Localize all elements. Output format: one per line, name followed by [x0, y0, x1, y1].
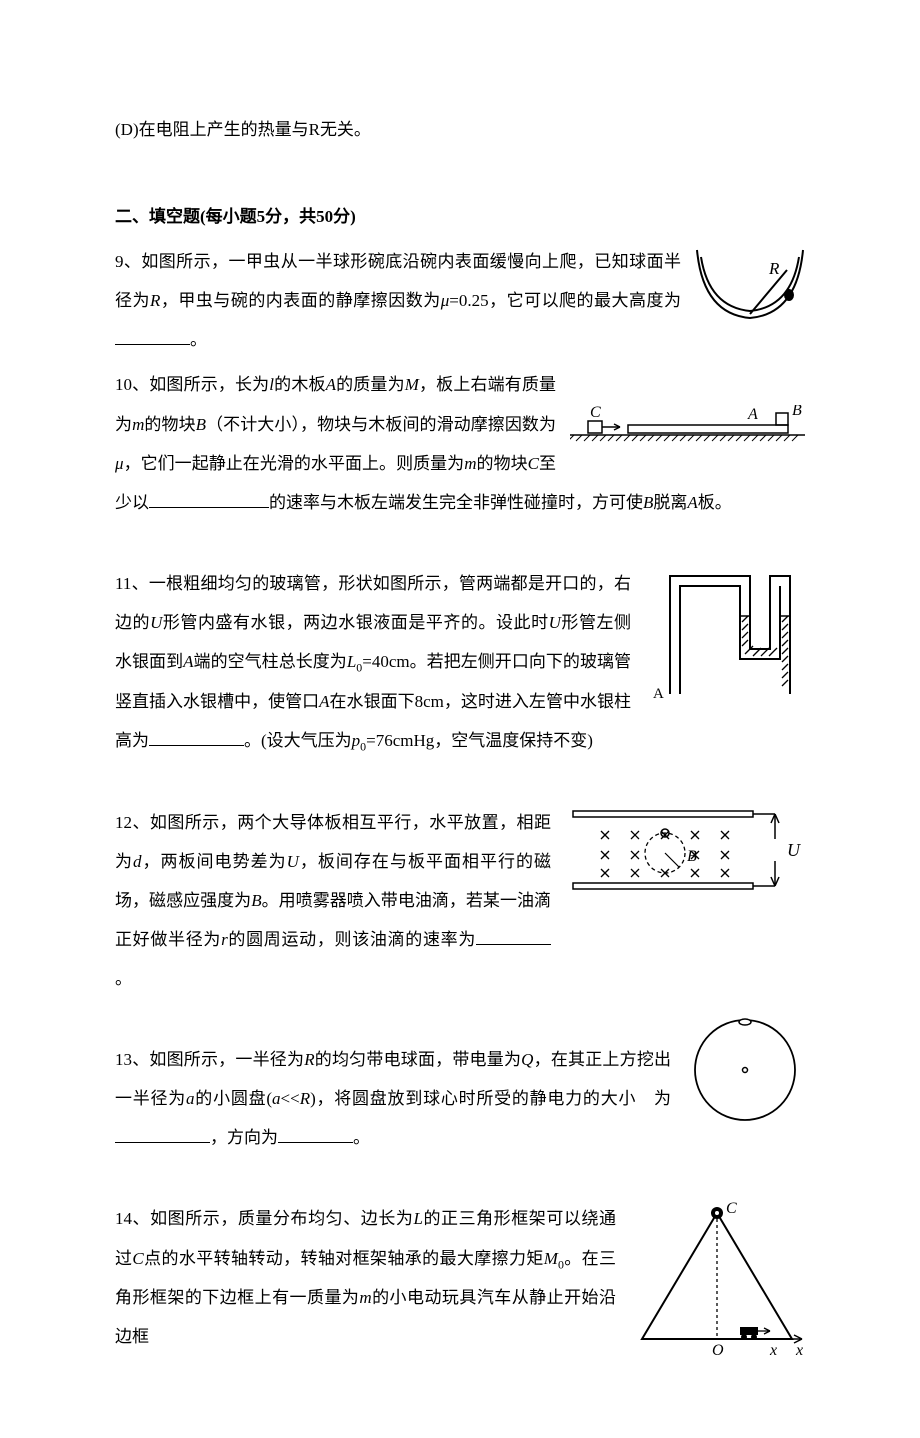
- q11-v4: L: [347, 652, 356, 671]
- q9-p2: ，甲虫与碗的内表面的静摩擦因数为: [160, 291, 440, 310]
- q12-blank: [476, 926, 551, 945]
- q13-v2: Q: [521, 1050, 533, 1069]
- q11-p7: 。(设大气压为: [244, 731, 352, 750]
- q10-p5: 的物块: [144, 415, 195, 434]
- q13-tail: 。: [353, 1128, 370, 1147]
- q13-p2: 的均匀带电球面，带电量为: [315, 1050, 522, 1069]
- q10-v4: m: [132, 415, 144, 434]
- q9-tail: 。: [190, 330, 207, 349]
- q10-v6: μ: [115, 454, 124, 473]
- q13-blank1: [115, 1125, 210, 1144]
- question-10: C A B 10、如图所示，长为l的木板A的质量为M，: [115, 365, 805, 521]
- q11-v6: p: [352, 731, 361, 750]
- figure-q9: R: [695, 242, 805, 338]
- q10-p7: ，它们一起静止在光滑的水平面上。则质量为: [124, 454, 465, 473]
- q11-v3: A: [183, 652, 193, 671]
- q11-blank: [149, 727, 244, 746]
- fig12-b: B: [687, 848, 697, 865]
- q13-v3: a: [186, 1089, 195, 1108]
- q13-v5: R: [300, 1089, 310, 1108]
- q12-tail: 。: [115, 969, 132, 988]
- q14-v4: m: [359, 1288, 371, 1307]
- q9-p3: =0.25，它可以爬的最大高度为: [449, 291, 681, 310]
- fig10-c: C: [590, 405, 601, 421]
- question-13: 13、如图所示，一半径为R的均匀带电球面，带电量为Q，在其正上方挖出一半径为a的…: [115, 1040, 805, 1157]
- figure-q14: C O x x: [630, 1199, 805, 1373]
- q10-v7: m: [464, 454, 476, 473]
- q11-p4: 端的空气柱总长度为: [194, 652, 347, 671]
- figure-q10: C A B: [570, 405, 805, 461]
- figure-q11: A: [645, 564, 805, 728]
- question-12: B U 12、如图所示，两个大导体板相互平行，水平放置，相距为d，两板间电势差为…: [115, 803, 805, 998]
- figure-q12: B U: [565, 803, 805, 922]
- q10-v8: C: [528, 454, 539, 473]
- q10-v2: A: [326, 375, 336, 394]
- question-9: R 9、如图所示，一甲虫从一半球形碗底沿碗内表面缓慢向上爬，已知球面半径为R，甲…: [115, 242, 805, 359]
- fig14-x1: x: [769, 1342, 777, 1359]
- q12-v4: r: [221, 930, 228, 949]
- q13-p6: )，将圆盘放到球心时所受的静电力的大小 为: [310, 1089, 671, 1108]
- q11-v1: U: [150, 613, 162, 632]
- q11-v5: A: [319, 692, 329, 711]
- fig14-x2: x: [795, 1342, 803, 1359]
- q9-blank: [115, 327, 190, 346]
- q10-v10: A: [687, 493, 697, 512]
- q12-v1: d: [133, 852, 142, 871]
- q13-p5: <<: [281, 1089, 300, 1108]
- q14-v3: M: [544, 1249, 558, 1268]
- q10-p2: 的木板: [274, 375, 326, 394]
- q13-v1: R: [304, 1050, 314, 1069]
- q14-p3: 点的水平转轴转动，转轴对框架轴承的最大摩擦力矩: [144, 1249, 544, 1268]
- q12-v3: B: [251, 891, 261, 910]
- q13-blank2: [278, 1125, 353, 1144]
- q14-v2: C: [132, 1249, 143, 1268]
- q9-v1: R: [150, 291, 160, 310]
- q10-p6: （不计大小），物块与木板间的滑动摩擦因数为: [206, 415, 556, 434]
- q10-v5: B: [196, 415, 206, 434]
- fig9-r-label: R: [768, 259, 780, 278]
- q11-p8: =76cmHg，空气温度保持不变): [366, 731, 593, 750]
- q10-v3: M: [405, 375, 419, 394]
- q10-p1: 10、如图所示，长为: [115, 375, 269, 394]
- section-2-heading: 二、填空题(每小题5分，共50分): [115, 197, 805, 236]
- question-11: A 11、一根粗细均匀的玻璃管，形状如图所示，管两端都是开口的，右边的U形管内盛…: [115, 564, 805, 761]
- q10-p3: 的质量为: [336, 375, 405, 394]
- q14-v1: L: [413, 1209, 422, 1228]
- q11-p2: 形管内盛有水银，两边水银液面是平齐的。设此时: [162, 613, 548, 632]
- q10-p12: 板。: [698, 493, 732, 512]
- q10-p10: 的速率与木板左端发生完全非弹性碰撞时，方可使: [269, 493, 643, 512]
- q10-p8: 的物块: [477, 454, 528, 473]
- option-d: (D)在电阻上产生的热量与R无关。: [115, 110, 805, 149]
- figure-q13: [685, 1010, 805, 1144]
- q12-p5: 的圆周运动，则该油滴的速率为: [228, 930, 476, 949]
- q10-v9: B: [643, 493, 653, 512]
- q13-p4: 的小圆盘(: [195, 1089, 272, 1108]
- q14-p1: 14、如图所示，质量分布均匀、边长为: [115, 1209, 413, 1228]
- fig10-a: A: [747, 406, 758, 423]
- fig10-b: B: [792, 405, 802, 419]
- fig12-u: U: [787, 840, 801, 860]
- question-14: C O x x 14、如图所示，质量分布均匀、边长为L的正三角形框架可以绕通过C…: [115, 1199, 805, 1377]
- q11-v2: U: [549, 613, 561, 632]
- q13-p1: 13、如图所示，一半径为: [115, 1050, 304, 1069]
- fig14-o: O: [712, 1342, 724, 1359]
- q10-p11: 脱离: [653, 493, 687, 512]
- q13-v4: a: [272, 1089, 281, 1108]
- q12-p2: ，两板间电势差为: [142, 852, 287, 871]
- q9-v2: μ: [441, 291, 450, 310]
- fig14-c: C: [726, 1200, 737, 1217]
- fig11-a: A: [653, 686, 664, 702]
- q12-v2: U: [287, 852, 299, 871]
- q10-blank: [149, 489, 269, 508]
- q13-p7: ，方向为: [210, 1128, 278, 1147]
